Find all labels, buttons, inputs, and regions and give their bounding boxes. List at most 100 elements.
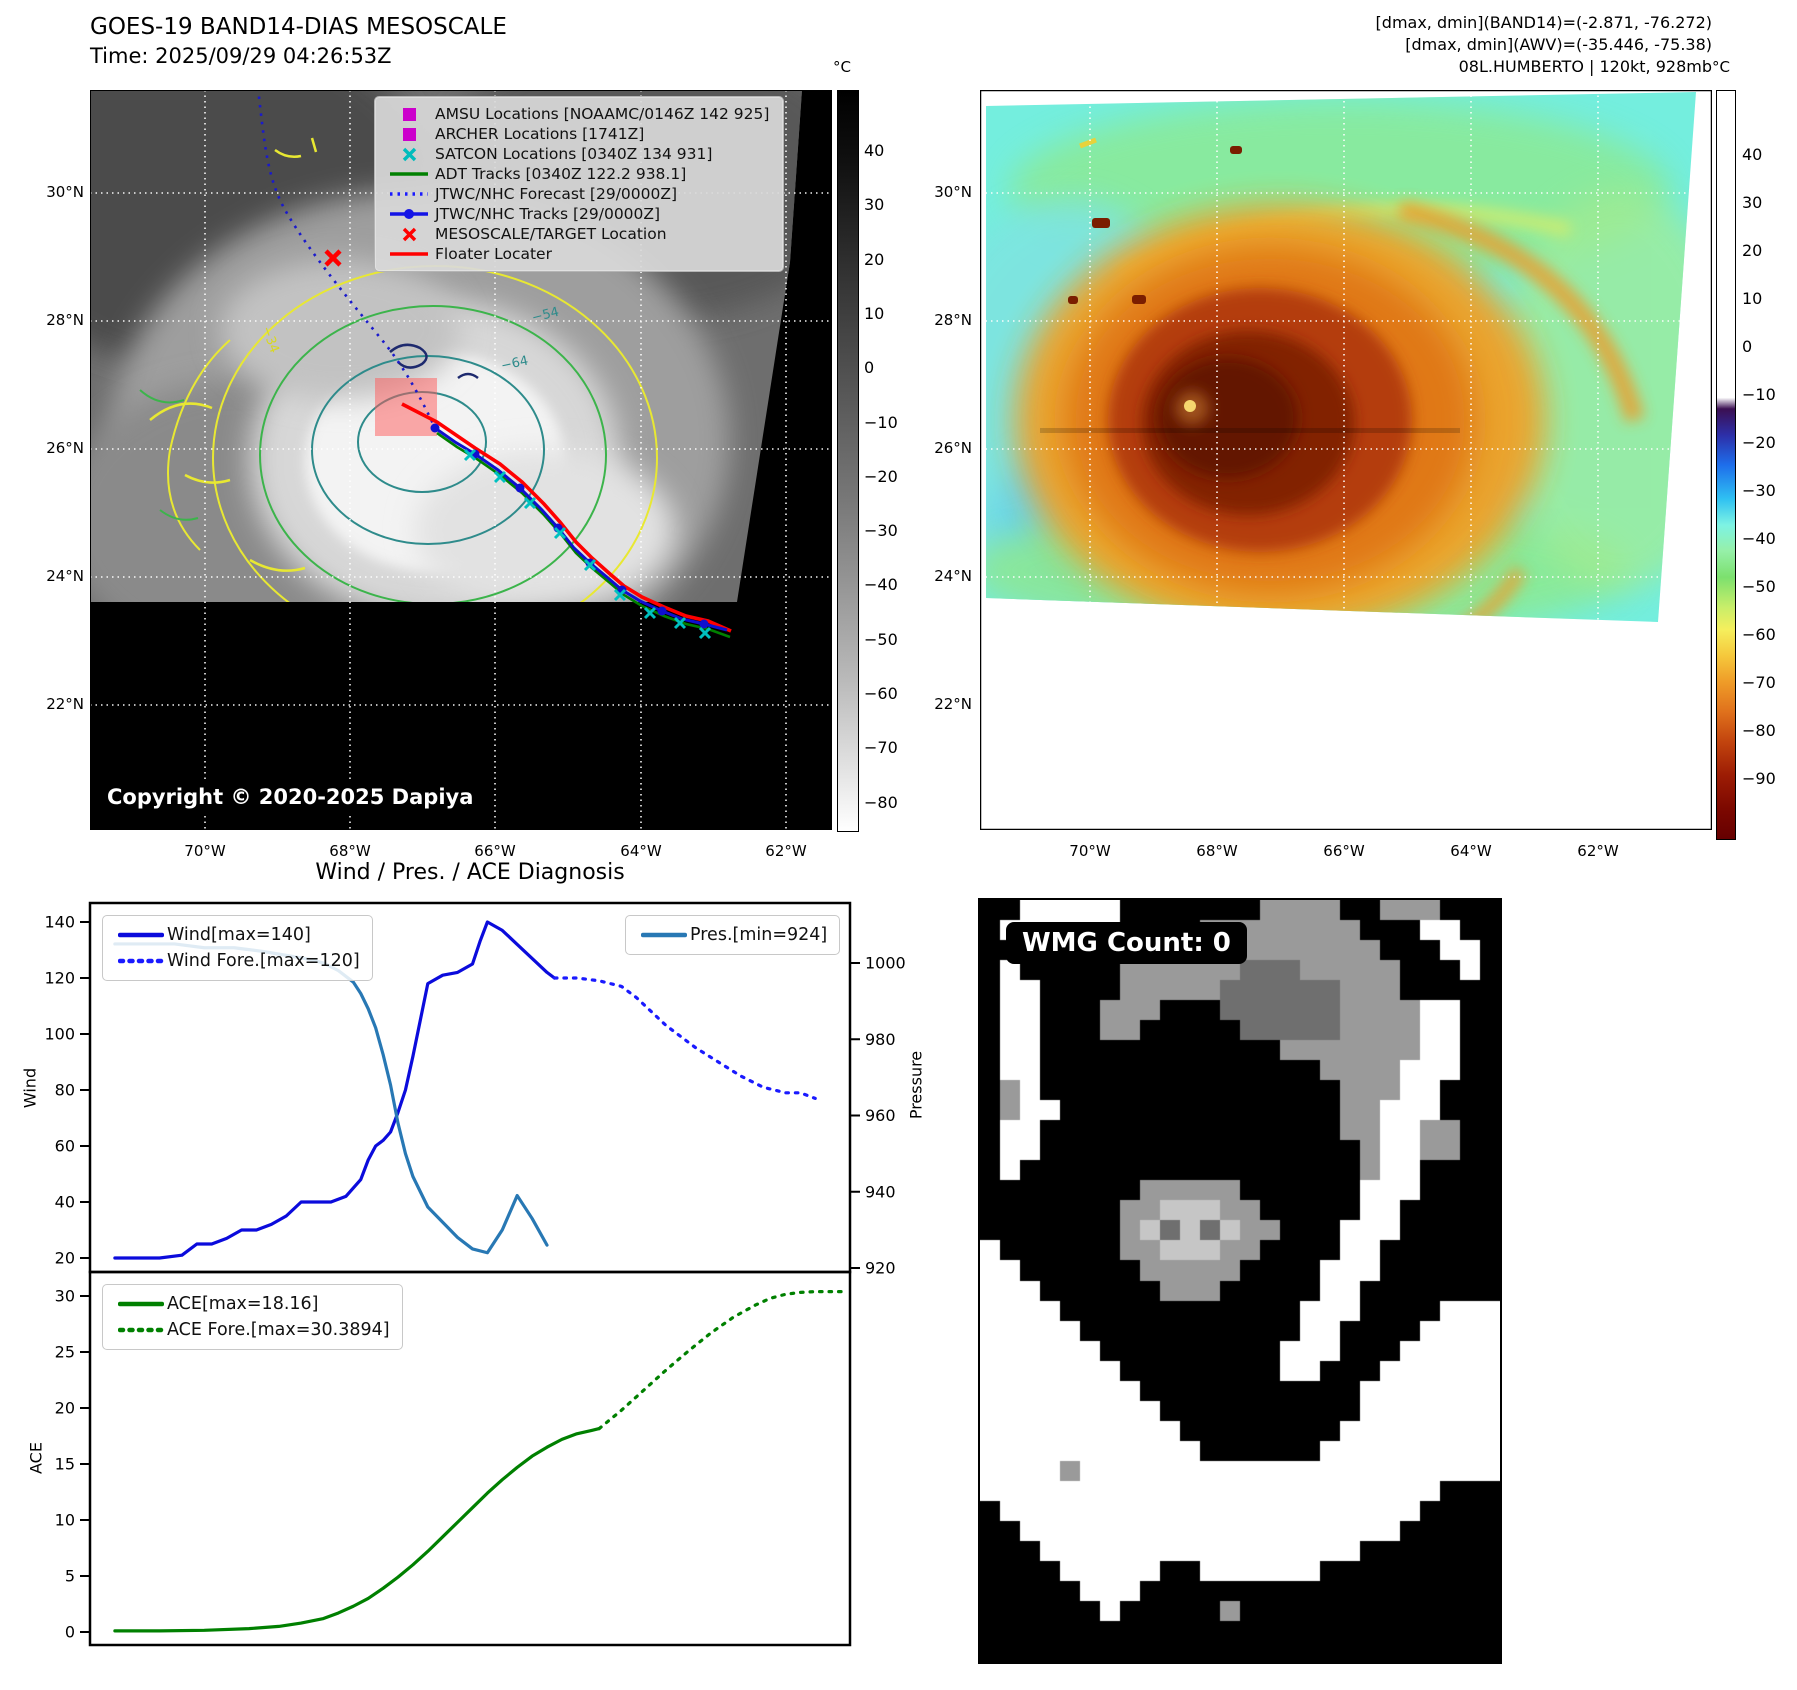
lat-label: 24°N <box>934 567 972 585</box>
ace-axis-label: ACE <box>26 1442 46 1474</box>
legend-item-label: ACE Fore.[max=30.3894] <box>167 1320 390 1340</box>
pressure-legend: Pres.[min=924] <box>625 915 841 955</box>
wind-legend: Wind[max=140] Wind Fore.[max=120] <box>102 915 373 981</box>
colorbar-tick-label: −10 <box>864 412 898 432</box>
floater-track-line <box>401 402 732 633</box>
legend-item-label: MESOSCALE/TARGET Location <box>435 225 667 243</box>
lat-label: 26°N <box>46 439 84 457</box>
lat-label: 30°N <box>934 183 972 201</box>
legend-item-label: ADT Tracks [0340Z 122.2 938.1] <box>435 165 687 183</box>
wmg-panel <box>978 898 1502 1664</box>
colorbar-tick-label: 20 <box>1742 241 1763 260</box>
lon-label: 70°W <box>1069 842 1111 860</box>
lon-label: 68°W <box>329 842 371 860</box>
colorbar-tick-label: −80 <box>1742 721 1776 740</box>
lon-label: 62°W <box>1577 842 1619 860</box>
svg-text:120: 120 <box>44 969 75 988</box>
svg-text:15: 15 <box>55 1455 75 1474</box>
colorbar-tick-label: 10 <box>864 303 885 323</box>
panel-timestamp: Time: 2025/09/29 04:26:53Z <box>90 44 392 68</box>
tr-colorbar <box>1716 90 1736 840</box>
copyright-label: Copyright © 2020-2025 Dapiya <box>95 780 486 814</box>
colorbar-tick-label: −40 <box>864 575 898 595</box>
ace-legend: ACE[max=18.16] ACE Fore.[max=30.3894] <box>102 1284 403 1350</box>
colorbar-tick-label: −30 <box>864 521 898 541</box>
yellow-dash <box>1079 137 1097 149</box>
legend-item: ADT Tracks [0340Z 122.2 938.1] <box>385 164 769 184</box>
colorbar-tick-label: 0 <box>1742 337 1753 356</box>
colorbar-tick-label: 30 <box>1742 193 1763 212</box>
wmg-pixel-map <box>980 900 1500 1662</box>
svg-text:980: 980 <box>865 1030 896 1049</box>
lon-label: 66°W <box>474 842 516 860</box>
pressure-axis-label: Pressure <box>906 1050 926 1120</box>
colorbar-tick-label: −60 <box>1742 625 1776 644</box>
map-legend: AMSU Locations [NOAAMC/0146Z 142 925] ARC… <box>374 96 785 272</box>
x-icon <box>385 226 435 242</box>
series-dotted <box>597 1290 847 1431</box>
legend-item-label: ACE[max=18.16] <box>167 1294 319 1314</box>
lon-label: 70°W <box>184 842 226 860</box>
colorbar-tick-label: −80 <box>864 792 898 812</box>
panel-title: GOES-19 BAND14-DIAS MESOSCALE <box>90 14 507 40</box>
legend-item: ACE Fore.[max=30.3894] <box>115 1317 390 1343</box>
color-imagery <box>986 92 1696 622</box>
lat-label: 28°N <box>934 311 972 329</box>
colorbar-tick-label: −70 <box>864 738 898 758</box>
colorbar-tick-label: −50 <box>1742 577 1776 596</box>
line-dot-icon <box>385 206 435 222</box>
svg-text:940: 940 <box>865 1182 896 1201</box>
legend-item-label: SATCON Locations [0340Z 134 931] <box>435 145 713 163</box>
lat-label: 22°N <box>46 695 84 713</box>
svg-text:960: 960 <box>865 1106 896 1125</box>
colorbar-tick-label: −30 <box>1742 481 1776 500</box>
colorbar-tick-label: −10 <box>1742 385 1776 404</box>
dotted-line-icon <box>115 954 167 968</box>
svg-text:25: 25 <box>55 1343 75 1362</box>
colorbar-tick-label: 40 <box>1742 145 1763 164</box>
lon-label: 62°W <box>765 842 807 860</box>
map-gridlines <box>980 90 1712 830</box>
svg-text:920: 920 <box>865 1259 896 1278</box>
ace-chart: 0 5 10 15 20 25 30 <box>55 1270 852 1647</box>
colorbar-tick-label: −50 <box>864 629 898 649</box>
dmax-dmin-awv: [dmax, dmin](AWV)=(-35.446, -75.38) <box>1405 35 1712 54</box>
mesoscale-target-marker <box>324 249 342 267</box>
colorbar-tick-label: −90 <box>1742 769 1776 788</box>
legend-item: Floater Locater <box>385 244 769 264</box>
dmax-dmin-band14: [dmax, dmin](BAND14)=(-2.871, -76.272) <box>1375 13 1712 32</box>
lat-label: 26°N <box>934 439 972 457</box>
legend-item: Wind[max=140] <box>115 922 360 948</box>
wmg-count-badge: WMG Count: 0 <box>1006 922 1247 964</box>
square-icon <box>385 106 435 122</box>
dotted-icon <box>385 186 435 202</box>
series-solid <box>113 942 549 1255</box>
chart-title: Wind / Pres. / ACE Diagnosis <box>315 860 625 885</box>
legend-item-label: Wind[max=140] <box>167 925 311 945</box>
legend-item: Pres.[min=924] <box>638 922 827 948</box>
tl-colorbar <box>837 90 859 832</box>
legend-item: SATCON Locations [0340Z 134 931] <box>385 144 769 164</box>
lon-label: 66°W <box>1323 842 1365 860</box>
wind-axis-label: Wind <box>20 1067 40 1109</box>
line-icon <box>115 928 167 942</box>
jtwc-track-line <box>434 426 728 632</box>
tl-colorbar-unit: °C <box>833 58 851 76</box>
svg-text:40: 40 <box>55 1193 75 1212</box>
legend-item-label: Floater Locater <box>435 245 552 263</box>
svg-text:30: 30 <box>55 1287 75 1306</box>
legend-item: ARCHER Locations [1741Z] <box>385 124 769 144</box>
colorbar-tick-label: 30 <box>864 195 885 215</box>
cold-specks <box>1068 146 1242 304</box>
legend-item-label: Wind Fore.[max=120] <box>167 951 360 971</box>
lat-label: 24°N <box>46 567 84 585</box>
storm-info: [dmax, dmin](BAND14)=(-2.871, -76.272) [… <box>1376 12 1712 78</box>
svg-text:80: 80 <box>55 1081 75 1100</box>
legend-item-label: JTWC/NHC Tracks [29/0000Z] <box>435 205 661 223</box>
svg-text:0: 0 <box>65 1623 75 1642</box>
svg-text:20: 20 <box>55 1399 75 1418</box>
dotted-line-icon <box>115 1323 167 1337</box>
line-icon <box>385 246 435 262</box>
colorbar-tick-label: −20 <box>1742 433 1776 452</box>
legend-item-label: ARCHER Locations [1741Z] <box>435 125 645 143</box>
